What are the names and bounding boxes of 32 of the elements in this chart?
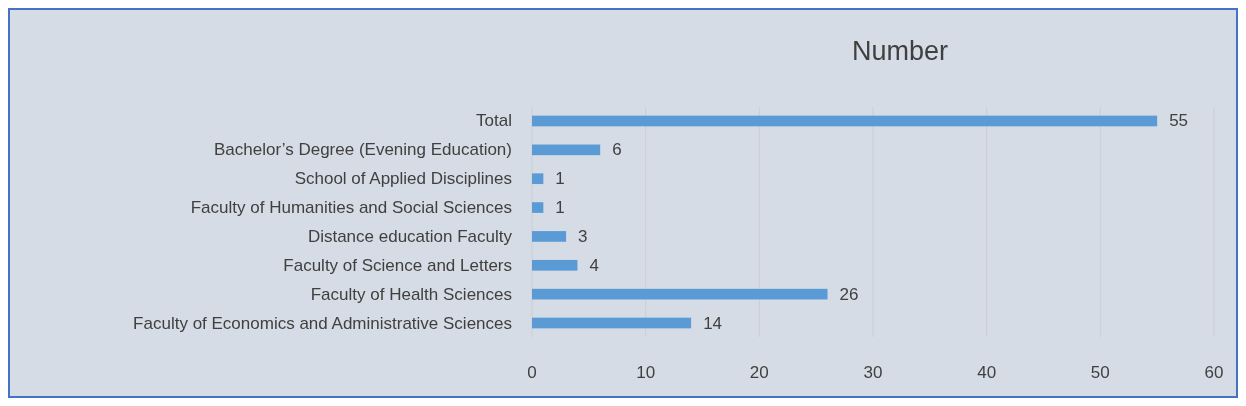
- y-tick-label: Faculty of Humanities and Social Sciences: [190, 198, 512, 218]
- x-tick-label: 30: [863, 363, 883, 382]
- y-tick-label: School of Applied Disciplines: [294, 169, 512, 189]
- bar: [532, 173, 544, 185]
- data-label: 55: [1169, 111, 1189, 131]
- data-label: 6: [612, 140, 622, 160]
- y-tick-label: Total: [476, 111, 512, 131]
- bar: [532, 231, 567, 242]
- data-label: 3: [578, 226, 588, 246]
- y-tick-label: Faculty of Economics and Administrative Sciences: [133, 313, 512, 333]
- y-tick-label: Faculty of Health Sciences: [310, 284, 512, 304]
- bar: [532, 317, 692, 329]
- x-tick-label: 10: [636, 363, 656, 382]
- x-tick-label: 60: [1204, 363, 1224, 382]
- data-label: 4: [589, 255, 599, 275]
- x-tick-label: 0: [527, 363, 537, 382]
- y-tick-label: Distance education Faculty: [307, 226, 513, 246]
- data-label: 14: [703, 313, 723, 333]
- data-label: 26: [839, 284, 859, 304]
- y-tick-label: Faculty of Science and Letters: [283, 255, 512, 275]
- bar: [532, 144, 601, 156]
- x-tick-label: 50: [1090, 363, 1110, 382]
- x-tick-label: 40: [977, 363, 997, 382]
- y-tick-label: Bachelor’s Degree (Evening Education): [214, 140, 512, 160]
- x-tick-label: 20: [749, 363, 769, 382]
- chart-title: Number: [851, 36, 949, 66]
- data-label: 1: [555, 198, 565, 218]
- bar: [532, 259, 578, 271]
- data-label: 1: [555, 169, 565, 189]
- bar: [532, 202, 544, 213]
- bar: [532, 115, 1158, 127]
- bar: [532, 288, 828, 300]
